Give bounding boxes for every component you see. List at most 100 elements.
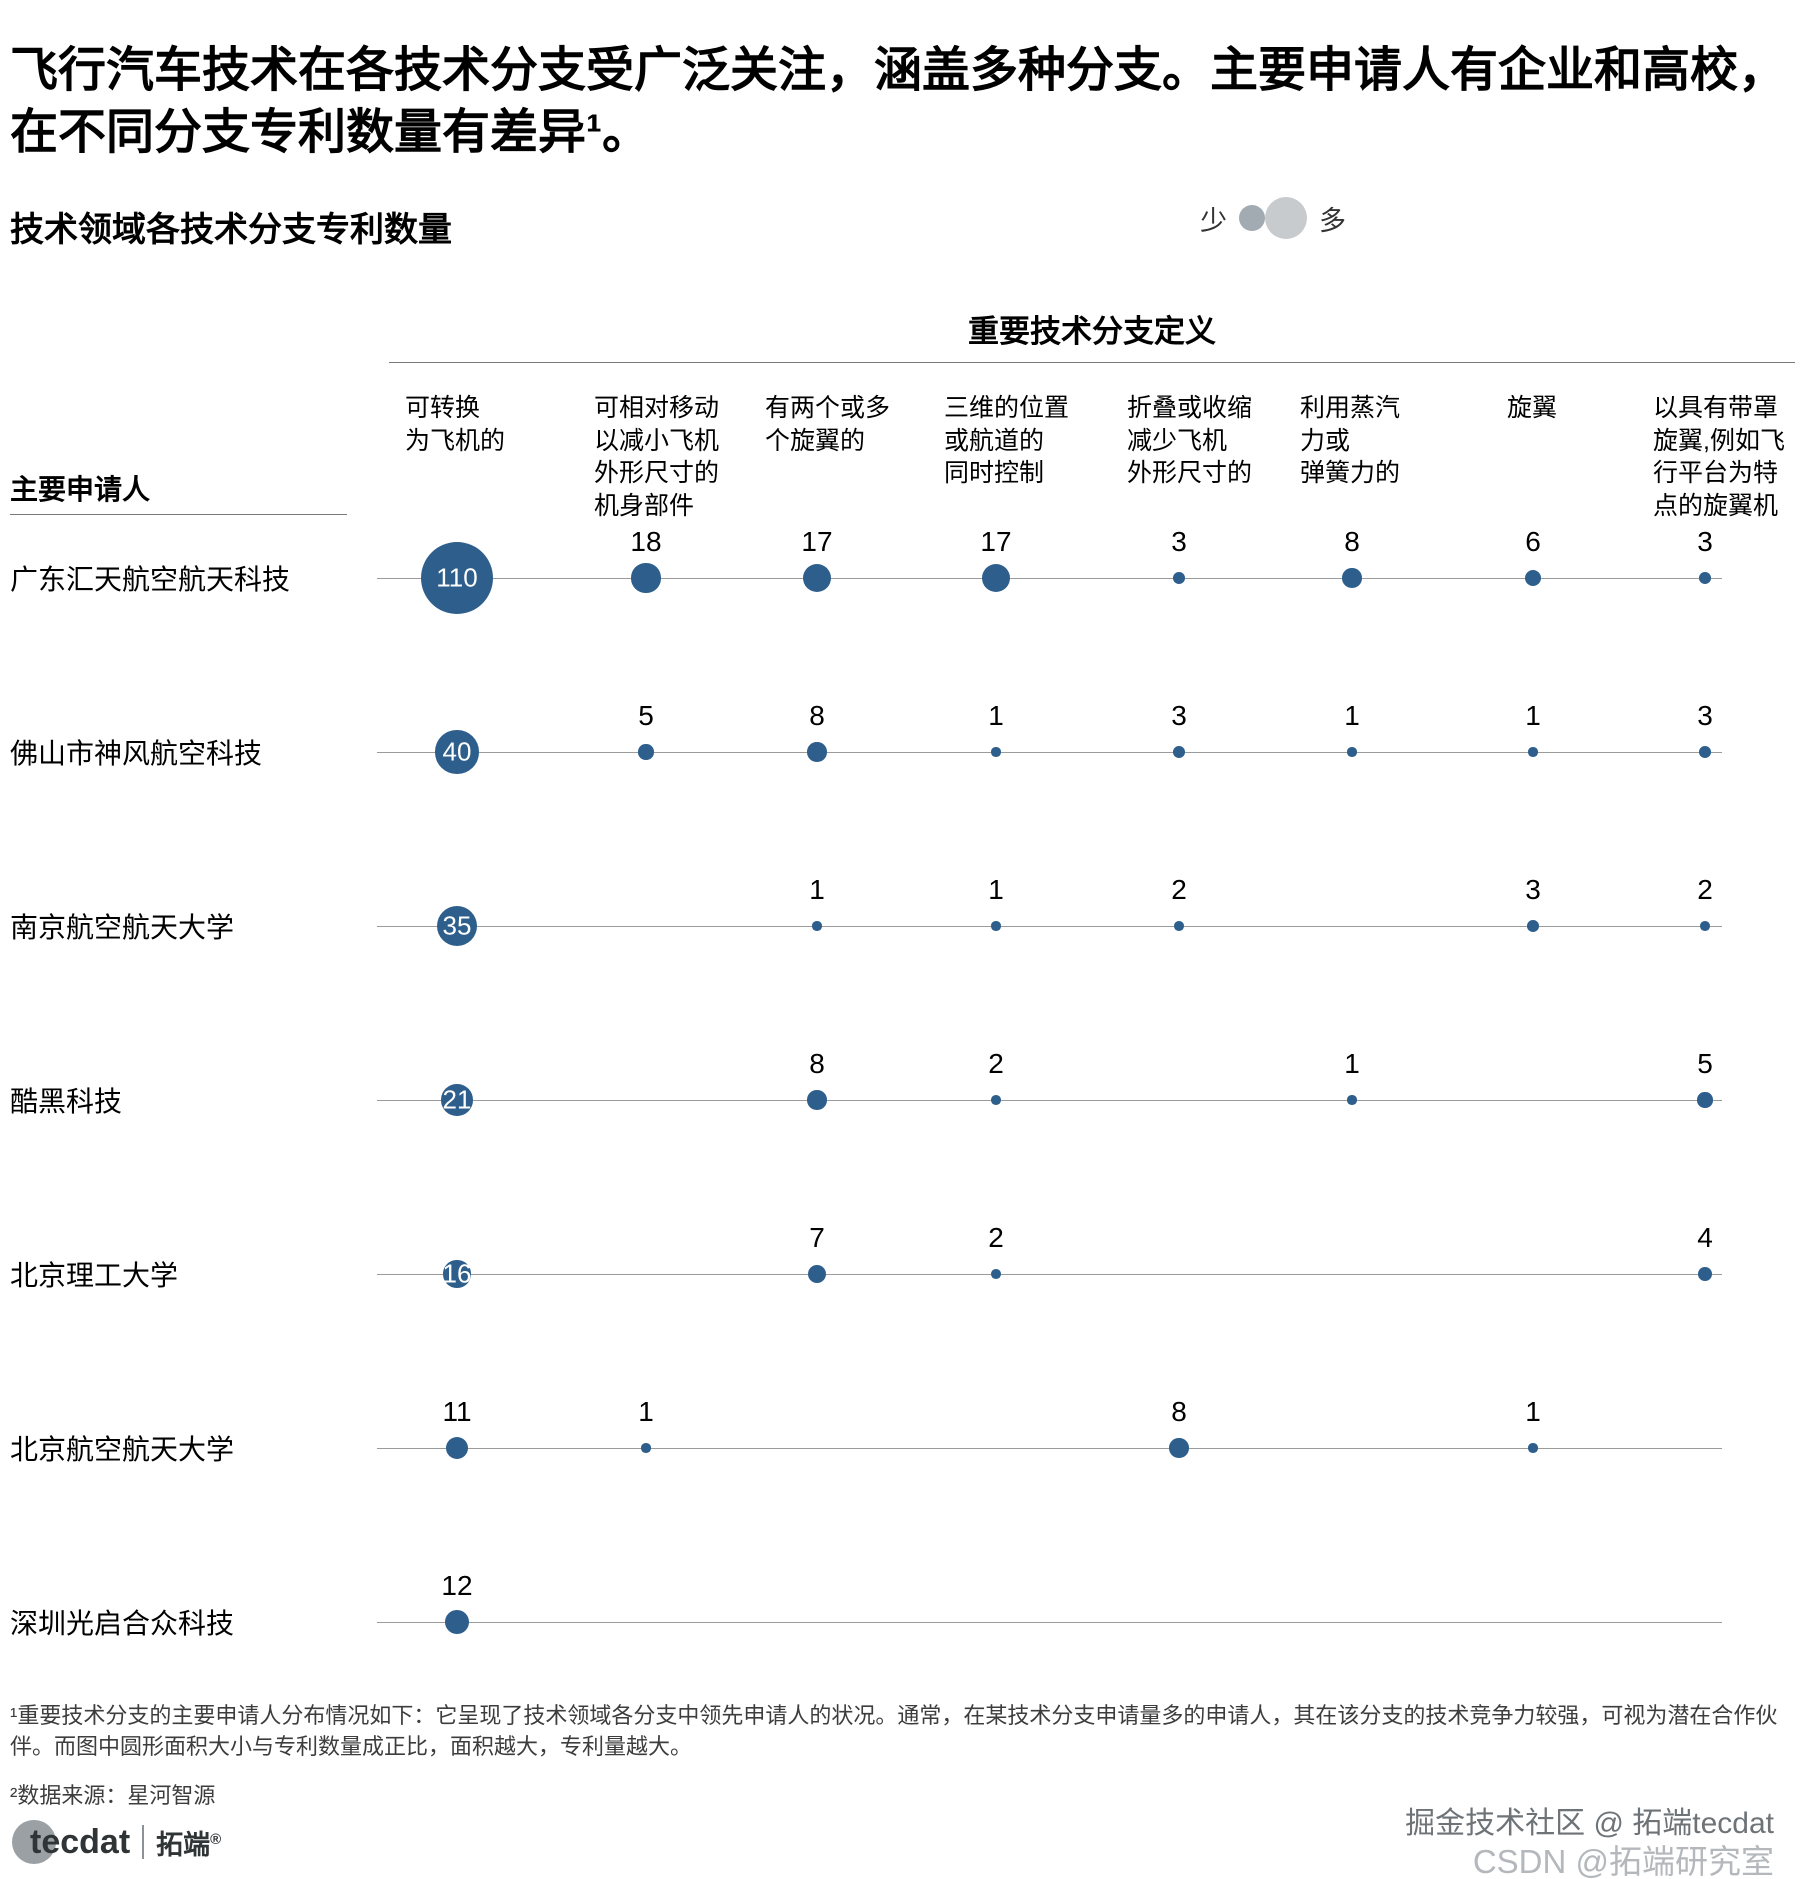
row-label: 南京航空航天大学 [10,912,235,943]
bubble-value: 8 [1171,1396,1187,1427]
row-label: 北京航空航天大学 [10,1434,235,1465]
bubble [1528,1443,1538,1453]
bubble-value: 5 [638,700,654,731]
bubble-value: 3 [1697,700,1713,731]
bubble [1347,1095,1357,1105]
bubble-value: 2 [988,1222,1004,1253]
row-label: 佛山市神风航空科技 [10,738,263,769]
bubble [441,1084,473,1116]
row-label: 北京理工大学 [10,1260,179,1291]
legend-few-label: 少 [1200,205,1227,236]
bubble [1524,569,1542,587]
bubble-value: 6 [1525,526,1541,557]
column-header: 折叠或收缩 减少飞机 外形尺寸的 [1127,394,1253,487]
bubble-value: 8 [809,700,825,731]
row-axis-line [377,1622,1722,1623]
column-header: 旋翼 [1507,394,1558,422]
size-legend: 少 多 [1200,196,1346,240]
bubble [807,1264,827,1284]
bubble [807,1090,827,1110]
bubble [443,1260,471,1288]
watermark-line1: 掘金技术社区 @ 拓端tecdat [1405,1807,1774,1840]
bubble-value: 7 [809,1222,825,1253]
watermark: 掘金技术社区 @ 拓端tecdat CSDN @拓端研究室 [1405,1806,1774,1879]
logo-circle-icon [12,1820,56,1864]
bubble-value: 8 [809,1048,825,1079]
applicants-header: 主要申请人 [10,474,151,505]
bubble-value: 4 [1697,1222,1713,1253]
bubble-value: 21 [442,1084,472,1115]
bubble-value: 12 [441,1570,473,1601]
bubble [802,563,832,593]
bubble [631,563,661,593]
logo-divider [142,1825,145,1859]
bubble-value: 5 [1697,1048,1713,1079]
row-axis-line [377,1100,1722,1101]
bubble-value: 11 [442,1396,472,1427]
watermark-line2: CSDN @拓端研究室 [1472,1843,1774,1879]
legend-many-label: 多 [1319,205,1346,236]
bubble [807,742,827,762]
bubble [991,1095,1001,1105]
footnote-1: ¹重要技术分支的主要申请人分布情况如下：它呈现了技术领域各分支中领先申请人的状况… [10,1703,1778,1760]
bubble-value: 17 [801,526,833,557]
bubble-value: 8 [1344,526,1360,557]
column-header: 利用蒸汽 力或 弹簧力的 [1300,394,1401,487]
bubble [445,1610,469,1634]
bubble-value: 17 [980,526,1012,557]
bubble [436,905,478,947]
bubble-value: 1 [1525,700,1541,731]
bubble [1347,747,1357,757]
bubble [1697,1092,1713,1108]
logo-cn-text: 拓端® [156,1823,221,1862]
bubble [991,1269,1001,1279]
column-header: 三维的位置 或航道的 同时控制 [944,394,1070,487]
bubble-value: 1 [638,1396,654,1427]
bubble [1169,1438,1189,1458]
row-axis-line [377,578,1722,579]
bubble [981,563,1011,593]
bubble [641,1443,651,1453]
row-label: 广东汇天航空航天科技 [10,564,291,595]
bubble [1527,920,1539,932]
logo-registered-mark: ® [210,1830,222,1848]
applicants-underline [10,514,347,515]
bubble [991,921,1001,931]
bubble-value: 3 [1697,526,1713,557]
bubble-value: 1 [988,874,1004,905]
bubble [1699,572,1711,584]
bubble-value: 1 [809,874,825,905]
bubble [1700,921,1710,931]
row-axis-line [377,926,1722,927]
bubble-value: 110 [436,562,478,593]
bubble-value: 1 [1525,1396,1541,1427]
bubble [1173,572,1185,584]
bubble-value: 3 [1525,874,1541,905]
bubble-value: 2 [1697,874,1713,905]
bubble [421,542,493,614]
bubble-value: 2 [988,1048,1004,1079]
page-title: 飞行汽车技术在各技术分支受广泛关注，涵盖多种分支。主要申请人有企业和高校，在不同… [10,44,1787,160]
bubble-value: 35 [442,910,472,941]
bubble-value: 3 [1171,526,1187,557]
column-header: 以具有带罩 旋翼,例如飞 行平台为特 点的旋翼机 [1653,394,1785,520]
bubble [638,744,654,760]
bubble-value: 1 [1344,700,1360,731]
logo-text: tecdat [30,1822,131,1861]
row-axis-line [377,752,1722,753]
bubble [1698,1267,1712,1281]
bubble [991,747,1001,757]
column-group-title: 重要技术分支定义 [968,314,1216,349]
row-axis-line [377,1274,1722,1275]
bubble-value: 2 [1171,874,1187,905]
bubble-value: 3 [1171,700,1187,731]
legend-small-circle-icon [1239,205,1265,231]
legend-large-circle-icon [1265,197,1307,239]
bubble [445,1436,469,1460]
column-header: 有两个或多 个旋翼的 [765,394,891,455]
bubble [1174,921,1184,931]
column-header: 可转换 为飞机的 [405,394,506,455]
footnote-source: ²数据来源：星河智源 [10,1783,216,1808]
bubble [435,730,479,774]
